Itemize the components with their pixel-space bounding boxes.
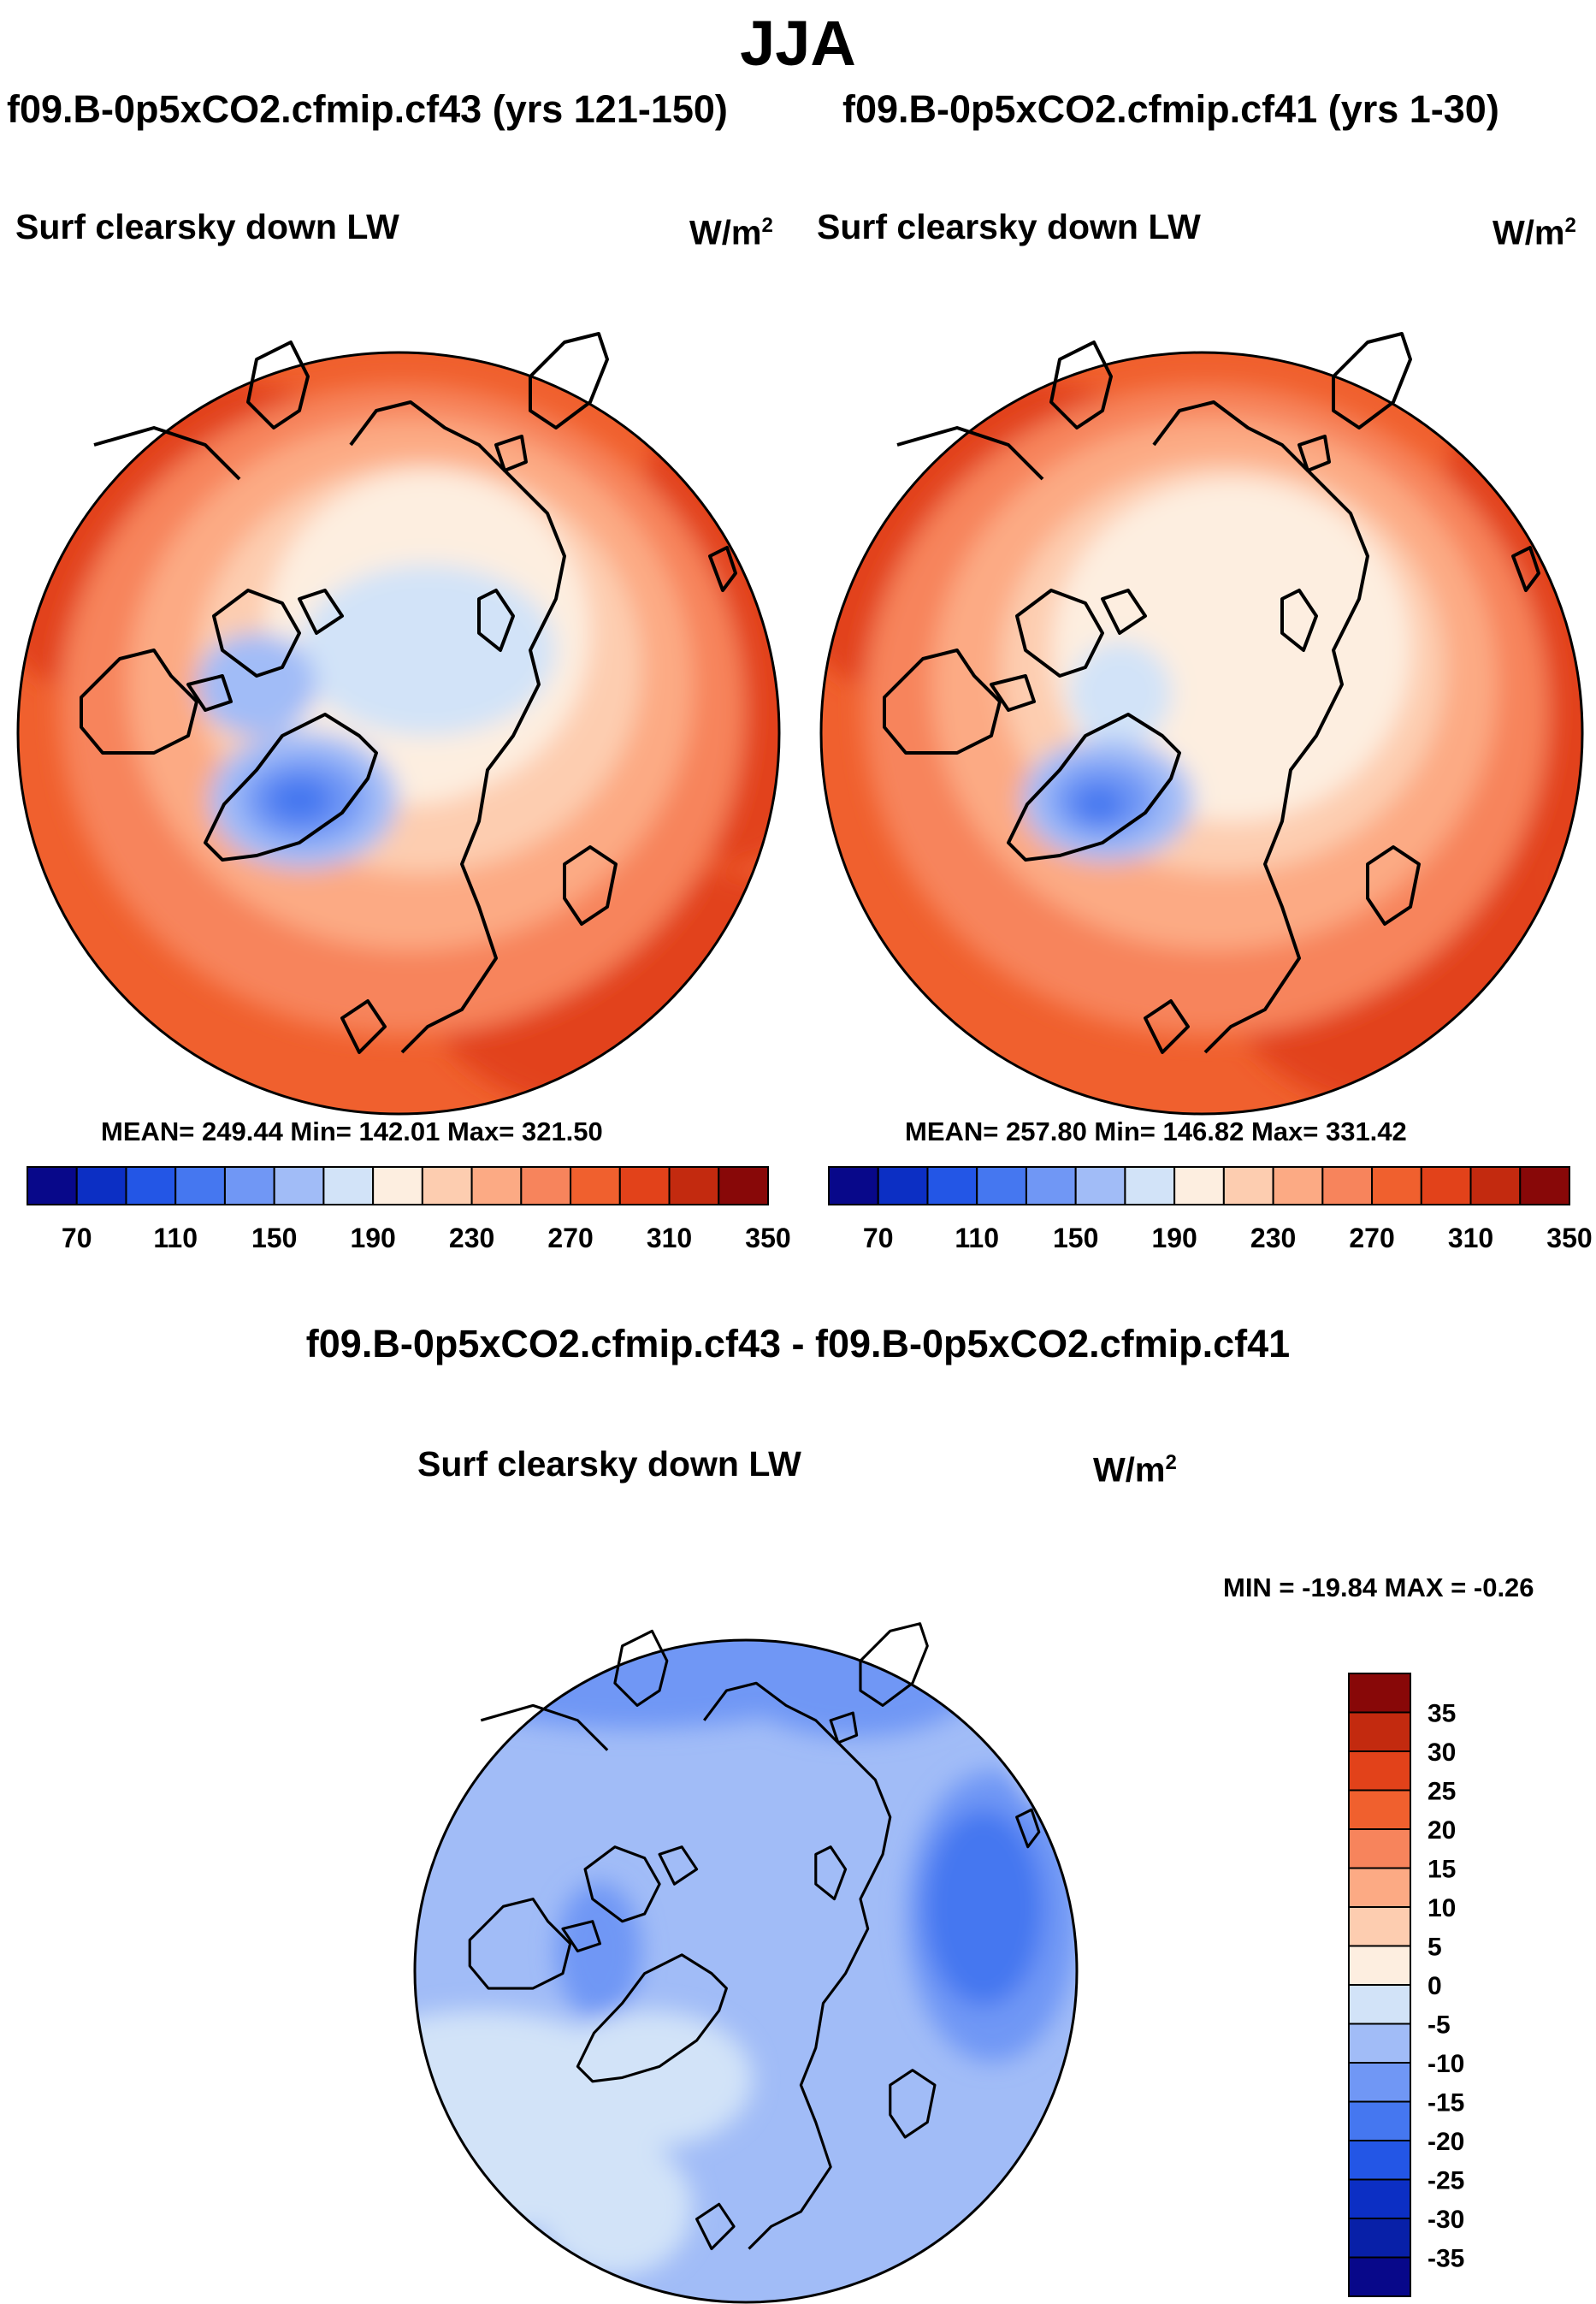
diff-colorbar-tick-label: -15 xyxy=(1428,2089,1464,2117)
left-colorbar-tick-label: 190 xyxy=(350,1223,395,1253)
right-colorbar: 70 110 150 190 230 270 310 350 xyxy=(828,1166,1593,1253)
left-colorbar-swatch xyxy=(223,1166,275,1205)
diff-variable-label: Surf clearsky down LW xyxy=(417,1444,801,1484)
right-colorbar-swatch xyxy=(1272,1166,1324,1205)
left-colorbar-tick-label: 310 xyxy=(647,1223,692,1253)
diff-colorbar-swatch xyxy=(1348,2023,1411,2064)
difference-title: f09.B-0p5xCO2.cfmip.cf43 - f09.B-0p5xCO2… xyxy=(305,1322,1291,1365)
diff-colorbar-tick-label: -30 xyxy=(1428,2206,1464,2234)
right-colorbar-swatch xyxy=(1321,1166,1374,1205)
diff-colorbar-swatch xyxy=(1348,1673,1411,1714)
left-case-title: f09.B-0p5xCO2.cfmip.cf43 (yrs 121-150) xyxy=(7,87,728,131)
left-stats: MEAN= 249.44 Min= 142.01 Max= 321.50 xyxy=(101,1116,603,1146)
left-units: W/m2 xyxy=(689,214,773,252)
left-colorbar-swatch xyxy=(372,1166,423,1205)
right-colorbar-swatch xyxy=(1222,1166,1274,1205)
diff-colorbar-swatch xyxy=(1348,1984,1411,2025)
right-stats: MEAN= 257.80 Min= 146.82 Max= 331.42 xyxy=(905,1116,1407,1146)
diff-colorbar-tick-label: -10 xyxy=(1428,2050,1464,2078)
right-colorbar-tick-label: 70 xyxy=(863,1223,894,1253)
right-colorbar-swatch xyxy=(1371,1166,1422,1205)
left-colorbar-swatch xyxy=(470,1166,523,1205)
diff-colorbar-tick-label: -25 xyxy=(1428,2167,1464,2195)
right-variable-label: Surf clearsky down LW xyxy=(817,207,1201,246)
diff-colorbar-tick-label: 10 xyxy=(1428,1894,1456,1922)
diff-colorbar-swatch xyxy=(1348,1945,1411,1986)
right-colorbar-tick-label: 190 xyxy=(1151,1223,1197,1253)
right-colorbar-swatch xyxy=(976,1166,1027,1205)
diff-colorbar-tick-label: 5 xyxy=(1428,1934,1442,1962)
left-variable-label: Surf clearsky down LW xyxy=(15,207,399,246)
right-colorbar-swatch xyxy=(926,1166,978,1205)
diff-colorbar-tick-label: -35 xyxy=(1428,2245,1464,2273)
right-colorbar-swatch xyxy=(828,1166,879,1205)
right-polar-map xyxy=(819,332,1584,1116)
right-colorbar-tick-label: 150 xyxy=(1053,1223,1098,1253)
diff-minmax: MIN = -19.84 MAX = -0.26 xyxy=(1223,1573,1534,1602)
diff-colorbar-swatch xyxy=(1348,2140,1411,2181)
left-colorbar-tick-label: 230 xyxy=(449,1223,494,1253)
left-colorbar-swatch xyxy=(520,1166,572,1205)
right-colorbar-tick-label: 310 xyxy=(1448,1223,1493,1253)
diff-colorbar-swatch xyxy=(1348,1828,1411,1869)
right-colorbar-swatch xyxy=(1469,1166,1522,1205)
diff-colorbar-swatch xyxy=(1348,2062,1411,2103)
left-colorbar-swatch xyxy=(618,1166,671,1205)
diff-units: W/m2 xyxy=(1093,1451,1177,1490)
right-case-title: f09.B-0p5xCO2.cfmip.cf41 (yrs 1-30) xyxy=(842,87,1499,131)
diff-colorbar-swatch xyxy=(1348,2218,1411,2259)
right-colorbar-tick-label: 110 xyxy=(955,1223,999,1253)
diff-colorbar: 35 30 25 20 15 10 5 0 -5 -10 -15 -20 -25 -30 -35 xyxy=(1348,1673,1464,2297)
left-colorbar-swatch xyxy=(718,1166,769,1205)
season-title: JJA xyxy=(740,8,856,79)
left-colorbar-swatch xyxy=(125,1166,177,1205)
left-colorbar-tick-label: 150 xyxy=(251,1223,297,1253)
diff-colorbar-swatch xyxy=(1348,1750,1411,1792)
left-colorbar-tick-label: 110 xyxy=(153,1223,198,1253)
left-colorbar-swatch xyxy=(174,1166,226,1205)
left-colorbar-swatch xyxy=(273,1166,325,1205)
right-units: W/m2 xyxy=(1493,214,1576,252)
left-colorbar-tick-label: 70 xyxy=(62,1223,92,1253)
diff-colorbar-swatch xyxy=(1348,1867,1411,1908)
left-colorbar-swatch xyxy=(27,1166,78,1205)
right-colorbar-swatch xyxy=(1519,1166,1571,1205)
diff-colorbar-swatch xyxy=(1348,1789,1411,1830)
diff-colorbar-tick-label: -5 xyxy=(1428,2011,1451,2040)
diff-colorbar-tick-label: 25 xyxy=(1428,1778,1456,1806)
left-polar-map xyxy=(16,332,781,1116)
right-colorbar-swatch xyxy=(1420,1166,1472,1205)
right-colorbar-swatch xyxy=(877,1166,929,1205)
diff-colorbar-swatch xyxy=(1348,1906,1411,1947)
left-colorbar-tick-label: 270 xyxy=(547,1223,593,1253)
diff-colorbar-tick-label: 15 xyxy=(1428,1856,1456,1884)
diff-colorbar-swatch xyxy=(1348,2256,1411,2297)
left-colorbar-swatch xyxy=(570,1166,621,1205)
diff-colorbar-swatch xyxy=(1348,2178,1411,2219)
right-colorbar-swatch xyxy=(1074,1166,1126,1205)
left-colorbar-swatch xyxy=(668,1166,720,1205)
diff-colorbar-tick-label: 20 xyxy=(1428,1816,1456,1845)
right-colorbar-swatch xyxy=(1025,1166,1077,1205)
right-colorbar-swatch xyxy=(1124,1166,1176,1205)
difference-polar-map xyxy=(413,1622,1079,2304)
right-colorbar-tick-label: 230 xyxy=(1250,1223,1296,1253)
right-colorbar-swatch xyxy=(1173,1166,1225,1205)
left-colorbar-swatch xyxy=(75,1166,127,1205)
left-colorbar: 70 110 150 190 230 270 310 350 xyxy=(27,1166,791,1253)
left-colorbar-swatch xyxy=(421,1166,473,1205)
right-colorbar-tick-label: 350 xyxy=(1546,1223,1592,1253)
diff-colorbar-swatch xyxy=(1348,1711,1411,1752)
diff-colorbar-swatch xyxy=(1348,2100,1411,2141)
diff-colorbar-tick-label: 30 xyxy=(1428,1738,1456,1767)
left-colorbar-tick-label: 350 xyxy=(745,1223,790,1253)
diff-colorbar-tick-label: 35 xyxy=(1428,1700,1456,1728)
diff-colorbar-tick-label: 0 xyxy=(1428,1972,1442,2000)
left-colorbar-swatch xyxy=(322,1166,375,1205)
diff-colorbar-tick-label: -20 xyxy=(1428,2128,1464,2156)
right-colorbar-tick-label: 270 xyxy=(1349,1223,1394,1253)
